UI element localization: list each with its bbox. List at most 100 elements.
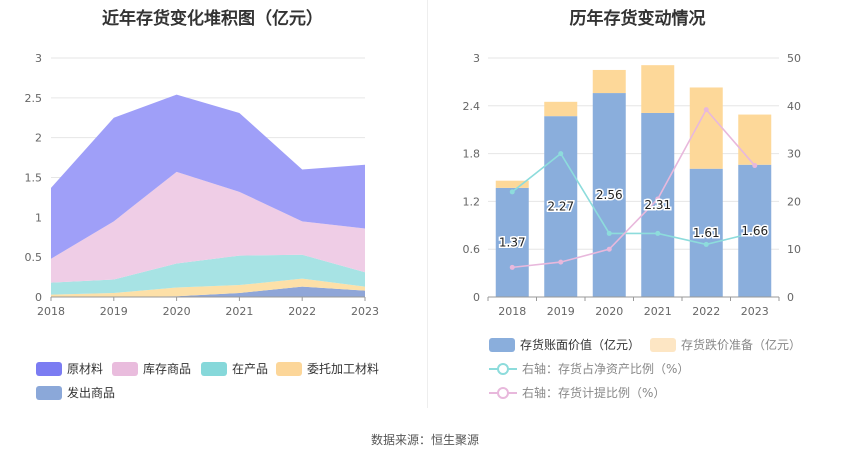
x-tick-label: 2019 [547, 305, 575, 318]
legend-item-raw-material[interactable]: 原材料 [36, 360, 103, 377]
right-chart-title: 历年存货变动情况 [569, 9, 706, 29]
y-tick-label: 0.5 [25, 251, 43, 264]
legend-item-inventory-ratio[interactable]: 右轴：存货占净资产比例（%） [489, 360, 689, 377]
area-series [51, 171, 365, 283]
legend-swatch [112, 361, 138, 376]
x-tick-label: 2020 [163, 305, 191, 318]
legend-label: 库存商品 [143, 362, 192, 376]
y-tick-label: 2 [35, 132, 42, 145]
y-tick-label: 1 [35, 211, 42, 224]
legend-item-provision-ratio[interactable]: 右轴：存货计提比例（%） [489, 384, 665, 401]
x-tick-label: 2021 [644, 305, 672, 318]
y-tick-label: 1.2 [463, 195, 481, 208]
bar-book-value [592, 93, 626, 297]
x-tick-label: 2022 [692, 305, 720, 318]
legend-swatch [201, 361, 227, 376]
y-tick-label: 0 [473, 291, 480, 304]
point-provision-ratio [703, 107, 709, 113]
bar-impairment [689, 87, 723, 169]
x-tick-label: 2020 [595, 305, 623, 318]
x-tick-label: 2023 [741, 305, 769, 318]
y2-tick-label: 40 [787, 100, 801, 113]
legend-swatch [276, 361, 302, 376]
legend-line-symbol [489, 386, 517, 400]
x-tick-label: 2022 [288, 305, 316, 318]
legend-item-book-value[interactable]: 存货账面价值（亿元） [489, 336, 640, 353]
legend-item-consigned-materials[interactable]: 委托加工材料 [276, 360, 379, 377]
area-series [51, 286, 365, 297]
y-tick-label: 1.5 [25, 172, 43, 185]
bar-book-value [495, 187, 529, 297]
legend-label: 在产品 [232, 362, 269, 376]
legend-label: 存货账面价值（亿元） [520, 338, 641, 352]
x-tick-label: 2023 [351, 305, 379, 318]
stacked-area-chart: 0 0.5 1 1.5 2 2.5 3 2018 2019 2020 2021 2022 2023 [25, 52, 380, 318]
y2-tick-label: 50 [787, 52, 801, 65]
y-tick-label: 3 [473, 52, 480, 65]
bar-data-label: 1.61 [693, 226, 720, 240]
y-tick-label: 3 [35, 52, 42, 65]
point-inventory-ratio [703, 241, 709, 247]
y2-tick-label: 10 [787, 243, 801, 256]
area-series [51, 254, 365, 295]
bar-book-value [544, 116, 578, 297]
legend-item-finished-goods[interactable]: 库存商品 [112, 360, 191, 377]
legend-swatch [36, 361, 62, 376]
point-inventory-ratio [606, 230, 612, 236]
bar-data-label: 2.56 [596, 188, 623, 202]
legend-item-wip[interactable]: 在产品 [201, 360, 268, 377]
point-provision-ratio [752, 163, 758, 169]
y-tick-label: 2.5 [25, 92, 43, 105]
bar-data-label: 2.27 [547, 200, 574, 214]
legend-label: 原材料 [67, 362, 104, 376]
point-inventory-ratio [558, 151, 564, 157]
bar-impairment [544, 101, 578, 117]
legend-label: 存货跌价准备（亿元） [681, 338, 802, 352]
left-chart-title: 近年存货变化堆积图（亿元） [102, 9, 323, 29]
point-inventory-ratio [509, 189, 515, 195]
y-tick-label: 0.6 [463, 243, 481, 256]
data-source: 数据来源：恒生聚源 [370, 433, 479, 447]
point-provision-ratio [606, 246, 612, 252]
x-tick-label: 2018 [37, 305, 65, 318]
bar-book-value [641, 112, 675, 297]
y2-tick-label: 20 [787, 195, 801, 208]
legend-item-impairment[interactable]: 存货跌价准备（亿元） [650, 336, 801, 353]
line-inventory-ratio [511, 152, 755, 246]
y-tick-label: 1.8 [463, 148, 481, 161]
bar-impairment [641, 65, 675, 113]
x-tick-label: 2019 [100, 305, 128, 318]
legend-line-symbol [489, 362, 517, 376]
x-tick-label: 2021 [225, 305, 253, 318]
legend-label: 右轴：存货计提比例（%） [522, 386, 666, 400]
area-series [51, 278, 365, 297]
bar-impairment [592, 69, 626, 94]
bar-book-value [689, 168, 723, 297]
bar-data-label: 1.66 [741, 224, 768, 238]
bar-impairment [495, 180, 529, 188]
x-tick-label: 2018 [498, 305, 526, 318]
y-tick-label: 0 [35, 291, 42, 304]
line-provision-ratio [512, 108, 756, 269]
legend-swatch [36, 385, 62, 400]
legend-item-goods-shipped[interactable]: 发出商品 [36, 384, 115, 401]
point-provision-ratio [509, 264, 515, 270]
area-series [51, 94, 365, 259]
legend-label: 右轴：存货占净资产比例（%） [522, 362, 690, 376]
chart-divider [427, 0, 428, 408]
y2-tick-label: 30 [787, 148, 801, 161]
bar-data-label: 1.37 [499, 235, 526, 249]
legend-label: 发出商品 [67, 386, 116, 400]
legend-swatch [650, 337, 676, 352]
y-tick-label: 2.4 [463, 100, 481, 113]
point-provision-ratio [655, 196, 661, 202]
legend-swatch [489, 337, 515, 352]
point-inventory-ratio [655, 230, 661, 236]
bar-data-label: 2.31 [644, 198, 671, 212]
point-inventory-ratio [752, 229, 758, 235]
y2-tick-label: 0 [787, 291, 794, 304]
bar-impairment [738, 114, 772, 165]
point-provision-ratio [558, 259, 564, 265]
legend-label: 委托加工材料 [307, 362, 380, 376]
